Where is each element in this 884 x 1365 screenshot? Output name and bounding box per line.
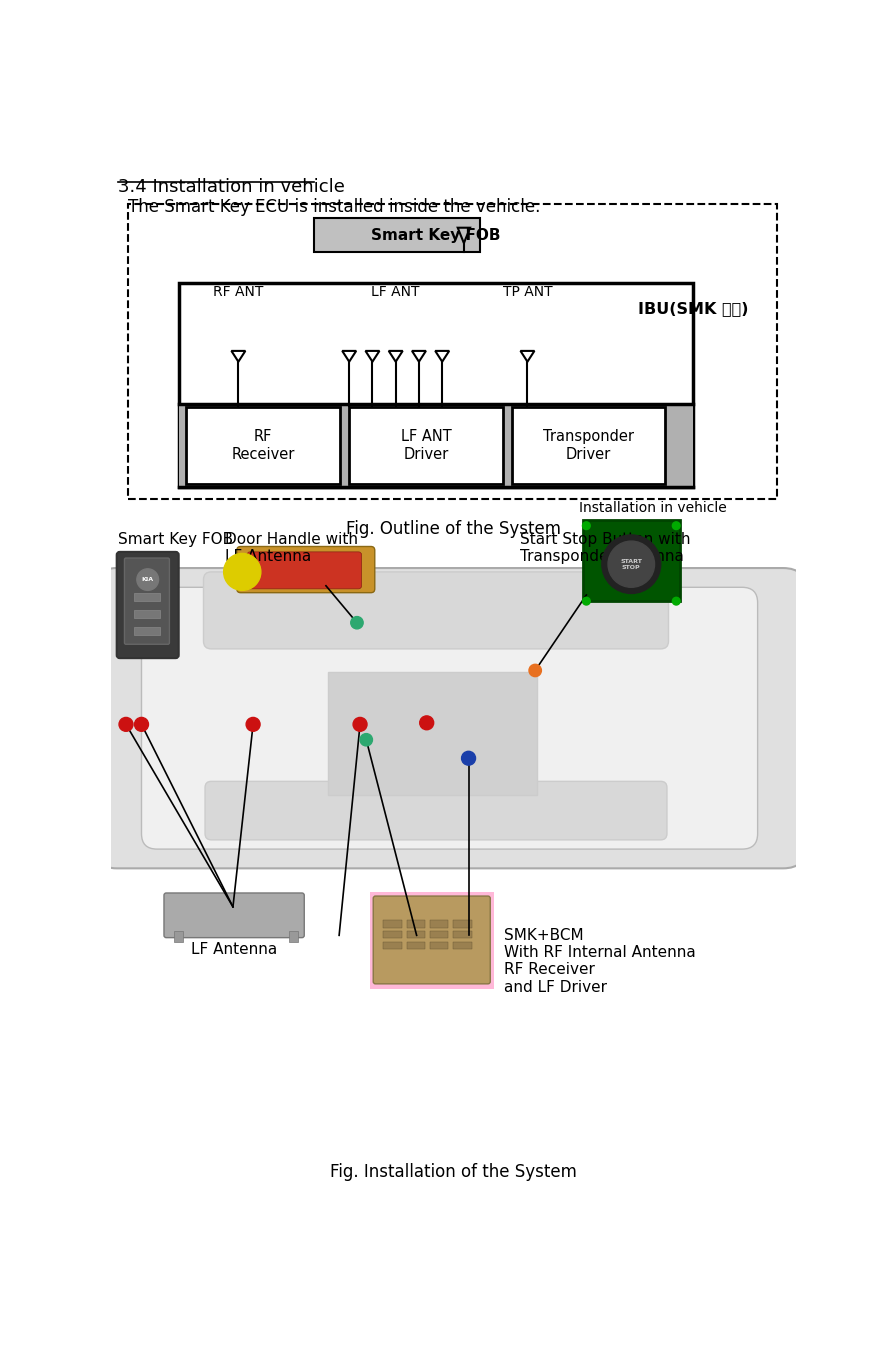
Bar [179, 404, 693, 487]
Circle shape [360, 733, 372, 745]
Bar [453, 942, 472, 949]
Circle shape [529, 665, 541, 677]
Bar [133, 610, 160, 618]
Text: Fig. Outline of the System: Fig. Outline of the System [346, 520, 560, 538]
Bar [133, 594, 160, 601]
Bar [407, 931, 425, 938]
Text: Transponder
Driver: Transponder Driver [543, 430, 634, 461]
FancyBboxPatch shape [247, 551, 362, 588]
FancyBboxPatch shape [205, 781, 667, 839]
Text: IBU(SMK 사양): IBU(SMK 사양) [637, 302, 748, 317]
Text: RF
Receiver: RF Receiver [232, 430, 295, 461]
Text: LF ANT: LF ANT [371, 285, 420, 299]
FancyBboxPatch shape [141, 587, 758, 849]
FancyBboxPatch shape [127, 203, 777, 498]
Circle shape [673, 598, 680, 605]
Bar [384, 931, 402, 938]
Polygon shape [342, 351, 356, 362]
Bar [453, 931, 472, 938]
Bar [384, 920, 402, 928]
FancyBboxPatch shape [94, 568, 806, 868]
Polygon shape [435, 351, 449, 362]
Circle shape [351, 617, 363, 629]
Bar [430, 931, 448, 938]
Text: SMK+BCM
With RF Internal Antenna
RF Receiver
and LF Driver: SMK+BCM With RF Internal Antenna RF Rece… [504, 928, 696, 995]
Circle shape [602, 535, 660, 594]
FancyBboxPatch shape [237, 546, 375, 592]
FancyBboxPatch shape [164, 893, 304, 938]
Bar [407, 942, 425, 949]
Bar [349, 407, 503, 485]
Circle shape [420, 715, 434, 730]
Circle shape [246, 718, 260, 732]
Text: The Smart Key ECU is installed inside the vehicle.: The Smart Key ECU is installed inside th… [127, 198, 540, 216]
Text: LF Antenna: LF Antenna [191, 942, 278, 957]
Text: Installation in vehicle: Installation in vehicle [579, 501, 727, 515]
Bar [384, 942, 402, 949]
Circle shape [673, 521, 680, 530]
Text: Smart Key FOB: Smart Key FOB [118, 532, 233, 547]
Bar [370, 893, 494, 990]
Text: RF ANT: RF ANT [213, 285, 263, 299]
FancyBboxPatch shape [117, 551, 179, 658]
Text: START
STOP: START STOP [621, 558, 643, 569]
Circle shape [224, 553, 261, 591]
FancyBboxPatch shape [203, 572, 668, 648]
Text: Start Stop Button with
Transponder Antenna: Start Stop Button with Transponder Anten… [520, 532, 690, 564]
Circle shape [353, 718, 367, 732]
Circle shape [583, 521, 591, 530]
Bar [583, 520, 680, 601]
Bar [512, 407, 666, 485]
Text: Fig. Installation of the System: Fig. Installation of the System [330, 1163, 576, 1181]
FancyBboxPatch shape [373, 895, 491, 984]
FancyBboxPatch shape [314, 218, 480, 253]
Text: TP ANT: TP ANT [503, 285, 552, 299]
FancyBboxPatch shape [125, 558, 170, 644]
Bar [174, 931, 183, 942]
Circle shape [461, 751, 476, 766]
Circle shape [134, 718, 149, 732]
Bar [327, 672, 537, 796]
Bar [407, 920, 425, 928]
Bar [187, 407, 340, 485]
Text: LF ANT
Driver: LF ANT Driver [400, 430, 452, 461]
Circle shape [119, 718, 133, 732]
Bar [430, 942, 448, 949]
Bar [133, 628, 160, 635]
Circle shape [608, 541, 654, 587]
Text: KIA: KIA [141, 577, 154, 581]
Polygon shape [412, 351, 426, 362]
Circle shape [137, 569, 158, 591]
Bar [430, 920, 448, 928]
FancyBboxPatch shape [179, 283, 693, 487]
Text: 3.4 Installation in vehicle: 3.4 Installation in vehicle [118, 177, 345, 195]
Bar [289, 931, 298, 942]
Circle shape [583, 598, 591, 605]
Polygon shape [365, 351, 379, 362]
Text: Smart Key FOB: Smart Key FOB [371, 228, 500, 243]
Polygon shape [232, 351, 246, 362]
Polygon shape [521, 351, 535, 362]
Polygon shape [389, 351, 403, 362]
Bar [453, 920, 472, 928]
Text: Door Handle with
LF Antenna: Door Handle with LF Antenna [225, 532, 358, 564]
